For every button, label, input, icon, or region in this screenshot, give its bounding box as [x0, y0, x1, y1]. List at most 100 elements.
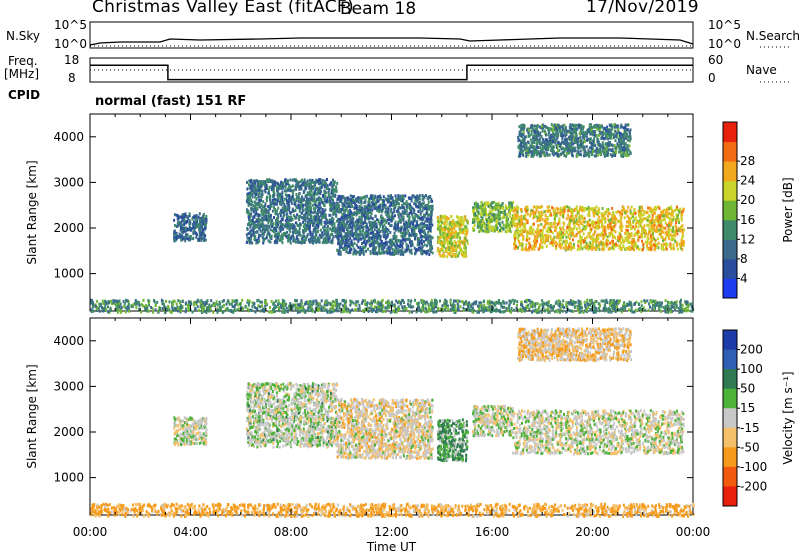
power-echo-cell	[308, 207, 311, 211]
power-echo-cell	[505, 224, 508, 228]
power-echo-cell	[573, 243, 575, 246]
power-echo-cell	[514, 239, 516, 243]
power-echo-cell	[303, 183, 305, 187]
power-echo-cell	[312, 216, 315, 219]
power-echo-cell	[421, 222, 423, 225]
power-echo-cell	[375, 225, 378, 228]
power-echo-cell	[462, 242, 465, 246]
power-echo-cell	[185, 219, 188, 223]
power-echo-cell	[424, 207, 427, 211]
power-echo-cell	[401, 232, 404, 235]
power-echo-cell	[459, 225, 462, 229]
power-echo-cell	[380, 242, 383, 246]
power-echo-cell	[590, 236, 593, 240]
power-echo-cell	[395, 238, 398, 242]
power-echo-cell	[327, 220, 330, 224]
power-echo-cell	[355, 199, 358, 203]
power-echo-cell	[253, 237, 256, 241]
power-echo-cell	[439, 231, 442, 235]
power-echo-cell	[293, 202, 296, 206]
power-echo-cell	[409, 222, 412, 225]
power-echo-cell	[508, 205, 510, 208]
nsearch-label: N.Search	[746, 29, 800, 43]
power-echo-cell	[487, 230, 490, 233]
power-echo-cell	[371, 208, 374, 212]
power-echo-cell	[429, 236, 432, 240]
power-echo-cell	[173, 224, 176, 227]
power-echo-cell	[457, 244, 460, 248]
power-echo-cell	[675, 241, 678, 245]
power-echo-cell	[628, 224, 631, 228]
power-echo-cell	[325, 191, 327, 195]
power-echo-cell	[622, 206, 625, 209]
power-echo-cell	[681, 243, 684, 247]
power-echo-cell	[290, 218, 292, 222]
power-echo-cell	[408, 231, 411, 235]
power-echo-cell	[397, 212, 400, 216]
power-echo-cell	[351, 227, 354, 231]
power-echo-cell	[314, 226, 316, 230]
power-echo-cell	[256, 213, 259, 217]
power-echo-cell	[496, 226, 499, 230]
power-echo-cell	[368, 211, 371, 214]
power-echo-cell	[300, 201, 303, 204]
power-echo-cell	[277, 223, 279, 227]
power-echo-cell	[269, 235, 271, 239]
power-echo-cell	[609, 232, 612, 236]
power-echo-cell	[316, 204, 319, 208]
power-echo-cell	[250, 233, 253, 237]
power-echo-cell	[324, 228, 327, 232]
power-echo-cell	[550, 224, 553, 228]
power-echo-cell	[260, 195, 263, 199]
power-echo-cell	[499, 229, 501, 232]
power-echo-cell	[626, 214, 629, 218]
power-echo-cell	[359, 208, 362, 212]
power-echo-cell	[348, 212, 351, 216]
power-echo-cell	[572, 222, 575, 225]
power-echo-cell	[650, 211, 653, 215]
power-echo-cell	[338, 246, 341, 249]
power-echo-cell	[365, 206, 367, 210]
power-echo-cell	[312, 228, 315, 232]
power-echo-cell	[649, 230, 652, 234]
power-echo-cell	[402, 197, 405, 200]
power-echo-cell	[333, 202, 336, 206]
power-echo-cell	[390, 207, 393, 211]
power-echo-cell	[664, 226, 667, 230]
power-echo-cell	[250, 222, 253, 226]
power-echo-cell	[367, 233, 370, 237]
power-echo-cell	[448, 234, 451, 238]
power-echo-cell	[646, 235, 649, 239]
power-echo-cell	[444, 247, 447, 251]
power-echo-cell	[371, 244, 374, 248]
power-echo-cell	[247, 202, 250, 206]
power-echo-cell	[583, 216, 586, 220]
power-echo-cell	[376, 197, 379, 201]
power-echo-cell	[594, 221, 597, 224]
power-echo-cell	[198, 224, 201, 228]
power-echo-cell	[567, 235, 570, 239]
power-echo-cell	[655, 229, 658, 233]
power-echo-cell	[453, 231, 456, 235]
power-echo-cell	[296, 238, 299, 242]
power-echo-cell	[368, 239, 371, 242]
power-echo-cell	[668, 206, 671, 210]
power-echo-cell	[286, 212, 289, 216]
power-echo-cell	[626, 231, 629, 235]
nave-tick-bottom: 0	[708, 71, 716, 85]
power-echo-cell	[280, 234, 283, 238]
power-echo-cell	[304, 203, 307, 207]
power-echo-cell	[280, 238, 283, 242]
power-echo-cell	[487, 204, 490, 208]
power-echo-cell	[272, 201, 274, 205]
power-echo-cell	[269, 194, 271, 198]
power-echo-cell	[346, 235, 349, 239]
power-echo-cell	[412, 194, 415, 198]
power-echo-cell	[528, 228, 531, 231]
power-echo-cell	[669, 205, 672, 209]
power-echo-cell	[665, 245, 668, 249]
power-echo-cell	[374, 252, 377, 256]
power-echo-cell	[478, 230, 481, 234]
power-echo-cell	[191, 227, 193, 231]
power-echo-cell	[394, 236, 397, 240]
